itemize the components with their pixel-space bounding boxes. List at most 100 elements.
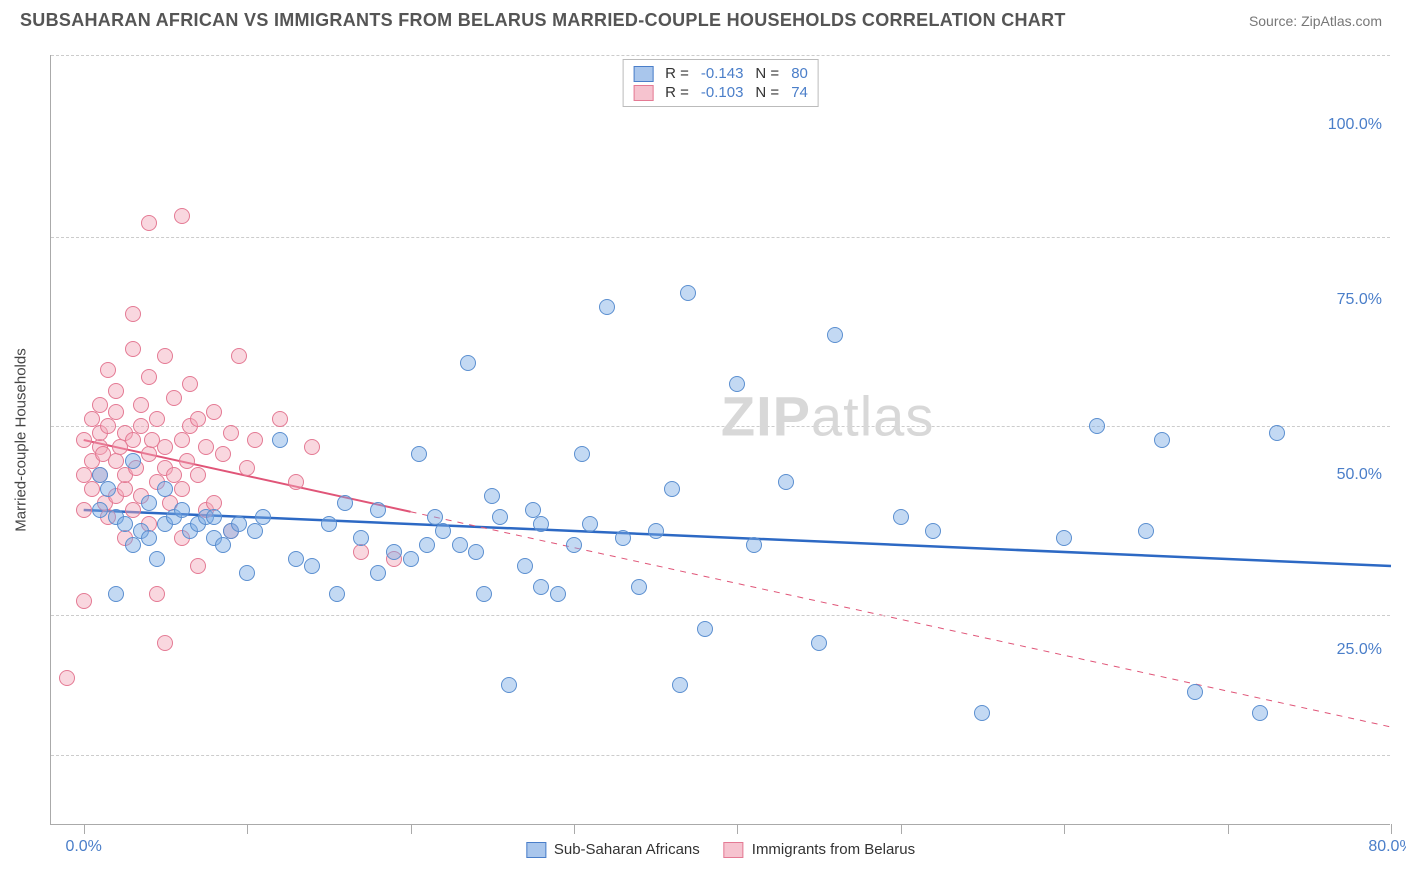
data-point: [460, 355, 476, 371]
data-point: [117, 516, 133, 532]
grid-line: [51, 615, 1390, 616]
data-point: [370, 565, 386, 581]
y-tick-label: 100.0%: [1328, 116, 1382, 134]
data-point: [125, 432, 141, 448]
data-point: [215, 537, 231, 553]
x-tick: [1228, 824, 1229, 834]
chart-header: SUBSAHARAN AFRICAN VS IMMIGRANTS FROM BE…: [0, 0, 1406, 39]
x-tick: [901, 824, 902, 834]
x-tick: [84, 824, 85, 834]
data-point: [386, 544, 402, 560]
data-point: [108, 383, 124, 399]
data-point: [190, 411, 206, 427]
data-point: [157, 635, 173, 651]
data-point: [76, 502, 92, 518]
data-point: [272, 432, 288, 448]
data-point: [746, 537, 762, 553]
data-point: [574, 446, 590, 462]
data-point: [272, 411, 288, 427]
data-point: [108, 586, 124, 602]
data-point: [149, 586, 165, 602]
data-point: [288, 551, 304, 567]
legend-swatch: [633, 85, 653, 101]
data-point: [100, 362, 116, 378]
data-point: [125, 341, 141, 357]
data-point: [190, 558, 206, 574]
data-point: [125, 537, 141, 553]
data-point: [599, 299, 615, 315]
data-point: [125, 306, 141, 322]
data-point: [778, 474, 794, 490]
data-point: [353, 530, 369, 546]
y-tick-label: 50.0%: [1337, 466, 1382, 484]
data-point: [182, 376, 198, 392]
data-point: [353, 544, 369, 560]
legend-swatch: [633, 66, 653, 82]
y-axis-title: Married-couple Households: [13, 348, 30, 531]
data-point: [304, 558, 320, 574]
legend-series: Sub-Saharan Africans Immigrants from Bela…: [526, 841, 915, 858]
data-point: [141, 495, 157, 511]
data-point: [435, 523, 451, 539]
data-point: [255, 509, 271, 525]
legend-stats-row: R =-0.143N =80: [633, 64, 808, 83]
data-point: [223, 425, 239, 441]
data-point: [174, 481, 190, 497]
data-point: [827, 327, 843, 343]
data-point: [84, 481, 100, 497]
legend-item: Immigrants from Belarus: [724, 841, 915, 858]
data-point: [403, 551, 419, 567]
x-tick: [1064, 824, 1065, 834]
data-point: [492, 509, 508, 525]
data-point: [648, 523, 664, 539]
data-point: [239, 460, 255, 476]
data-point: [501, 677, 517, 693]
data-point: [419, 537, 435, 553]
data-point: [680, 285, 696, 301]
data-point: [174, 502, 190, 518]
data-point: [517, 558, 533, 574]
data-point: [476, 586, 492, 602]
data-point: [198, 439, 214, 455]
data-point: [174, 432, 190, 448]
legend-item-label: Sub-Saharan Africans: [554, 841, 700, 858]
data-point: [149, 411, 165, 427]
legend-n-value: 80: [791, 65, 808, 82]
x-tick-label: 0.0%: [65, 838, 101, 856]
legend-r-label: R =: [665, 84, 689, 101]
data-point: [550, 586, 566, 602]
data-point: [811, 635, 827, 651]
data-point: [141, 530, 157, 546]
data-point: [1269, 425, 1285, 441]
legend-n-label: N =: [755, 65, 779, 82]
data-point: [231, 348, 247, 364]
data-point: [166, 390, 182, 406]
data-point: [76, 432, 92, 448]
legend-n-value: 74: [791, 84, 808, 101]
data-point: [893, 509, 909, 525]
data-point: [141, 446, 157, 462]
grid-line: [51, 426, 1390, 427]
x-tick: [411, 824, 412, 834]
legend-swatch: [724, 842, 744, 858]
data-point: [337, 495, 353, 511]
data-point: [141, 215, 157, 231]
data-point: [133, 418, 149, 434]
data-point: [1089, 418, 1105, 434]
data-point: [974, 705, 990, 721]
data-point: [141, 369, 157, 385]
data-point: [566, 537, 582, 553]
grid-line: [51, 755, 1390, 756]
data-point: [484, 488, 500, 504]
legend-stats: R =-0.143N =80R =-0.103N =74: [622, 59, 819, 107]
data-point: [468, 544, 484, 560]
legend-stats-row: R =-0.103N =74: [633, 83, 808, 102]
data-point: [92, 397, 108, 413]
legend-r-value: -0.103: [701, 84, 744, 101]
data-point: [672, 677, 688, 693]
data-point: [206, 404, 222, 420]
data-point: [149, 551, 165, 567]
x-tick: [574, 824, 575, 834]
data-point: [133, 397, 149, 413]
data-point: [411, 446, 427, 462]
